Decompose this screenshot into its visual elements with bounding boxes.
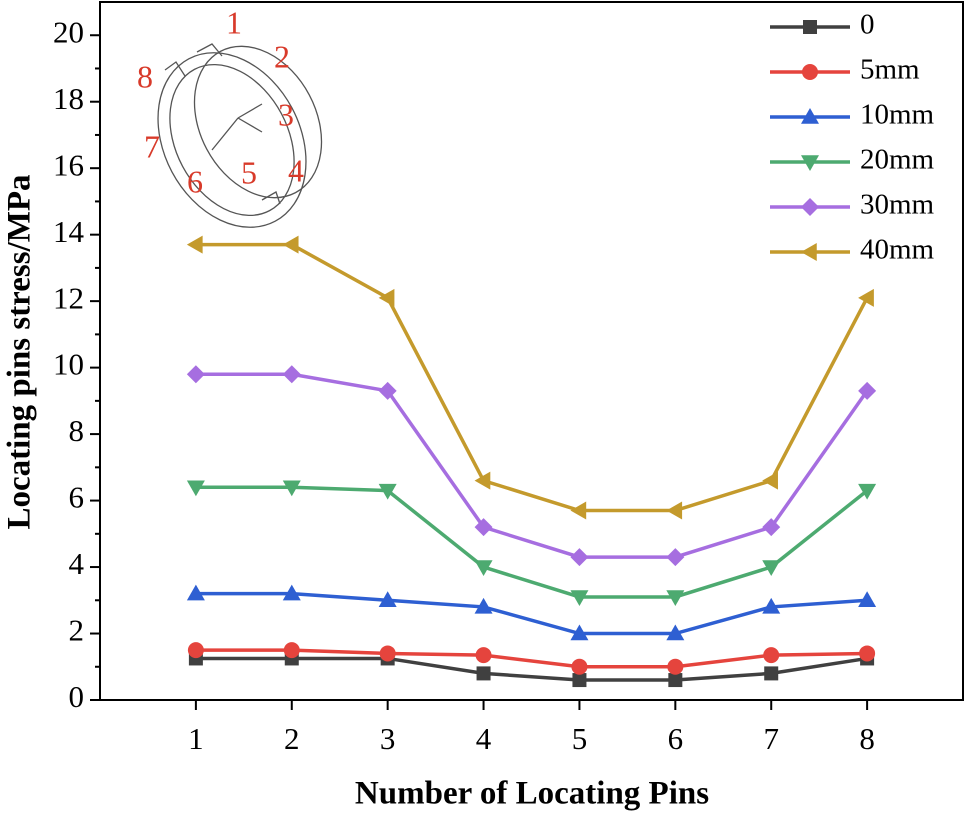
x-tick-label: 4 — [476, 721, 492, 756]
legend-marker — [803, 20, 817, 34]
marker — [379, 645, 396, 662]
marker — [858, 483, 877, 500]
marker — [666, 590, 685, 606]
plot-frame — [99, 1, 964, 701]
x-tick-label: 8 — [859, 721, 875, 756]
y-axis-title: Locating pins stress/MPa — [2, 174, 38, 529]
x-tick-label: 6 — [668, 721, 684, 756]
marker — [186, 584, 205, 601]
y-tick-label: 2 — [69, 613, 85, 648]
series-line — [195, 591, 868, 636]
marker — [668, 673, 683, 688]
marker — [762, 471, 778, 490]
marker — [858, 591, 877, 608]
x-tick-label: 2 — [284, 721, 300, 756]
y-tick-label: 10 — [53, 347, 84, 382]
legend-marker — [801, 198, 819, 216]
marker — [378, 288, 395, 307]
legend-label: 10mm — [860, 99, 935, 131]
marker — [476, 666, 491, 681]
marker — [474, 597, 493, 614]
marker — [378, 591, 397, 608]
marker — [474, 518, 493, 537]
marker — [378, 381, 397, 400]
y-tick-label: 12 — [53, 280, 84, 315]
marker — [666, 624, 685, 641]
series-line — [195, 648, 868, 669]
legend-marker — [802, 64, 818, 80]
marker — [858, 288, 874, 307]
marker — [186, 365, 205, 384]
inset-label: 2 — [274, 38, 290, 74]
marker — [666, 548, 685, 567]
legend-label: 40mm — [860, 234, 935, 266]
marker — [186, 235, 203, 254]
x-tick-label: 1 — [188, 721, 204, 756]
marker — [571, 658, 588, 675]
y-tick-label: 4 — [69, 546, 85, 581]
legend-label: 5mm — [860, 54, 920, 86]
marker — [283, 642, 300, 659]
inset-diagram — [157, 43, 323, 228]
marker — [762, 560, 781, 577]
marker — [666, 501, 683, 520]
marker — [474, 471, 491, 490]
marker — [282, 480, 301, 497]
inset-label: 7 — [144, 128, 160, 164]
marker — [187, 642, 204, 659]
marker — [570, 548, 589, 567]
marker — [570, 501, 587, 520]
legend-label: 0 — [860, 9, 875, 41]
marker — [475, 647, 492, 664]
inset-label: 1 — [226, 4, 242, 40]
marker — [858, 381, 877, 400]
legend-label: 20mm — [860, 144, 935, 176]
inset-label: 3 — [278, 96, 294, 132]
marker — [763, 647, 780, 664]
marker — [570, 590, 589, 606]
x-tick-label: 3 — [380, 721, 396, 756]
marker — [570, 624, 589, 641]
inset-label: 6 — [187, 163, 203, 199]
marker — [859, 645, 876, 662]
marker — [186, 480, 205, 497]
marker — [764, 666, 779, 681]
legend-marker — [801, 243, 817, 261]
marker — [474, 560, 493, 577]
inset-label: 5 — [241, 154, 257, 190]
y-tick-label: 14 — [53, 214, 85, 249]
marker — [282, 365, 301, 384]
marker — [282, 584, 301, 601]
x-tick-label: 5 — [572, 721, 588, 756]
y-tick-label: 0 — [69, 679, 85, 714]
inset-label: 8 — [137, 58, 153, 94]
marker — [762, 518, 781, 537]
series-line — [195, 242, 869, 513]
legend-marker — [801, 155, 819, 171]
y-tick-label: 20 — [53, 14, 84, 49]
x-tick-label: 7 — [763, 721, 779, 756]
y-tick-label: 8 — [69, 413, 85, 448]
marker — [667, 658, 684, 675]
y-tick-label: 6 — [69, 480, 85, 515]
series-line — [195, 656, 868, 682]
series-line — [195, 485, 869, 599]
marker — [572, 673, 587, 688]
y-tick-label: 16 — [53, 147, 84, 182]
legend-label: 30mm — [860, 189, 935, 221]
x-axis-title: Number of Locating Pins — [355, 776, 709, 812]
marker — [282, 235, 299, 254]
marker — [378, 483, 397, 500]
inset-label: 4 — [288, 152, 304, 188]
y-tick-label: 18 — [53, 81, 84, 116]
marker — [762, 597, 781, 614]
legend-marker — [801, 108, 819, 124]
series-line — [195, 372, 869, 559]
